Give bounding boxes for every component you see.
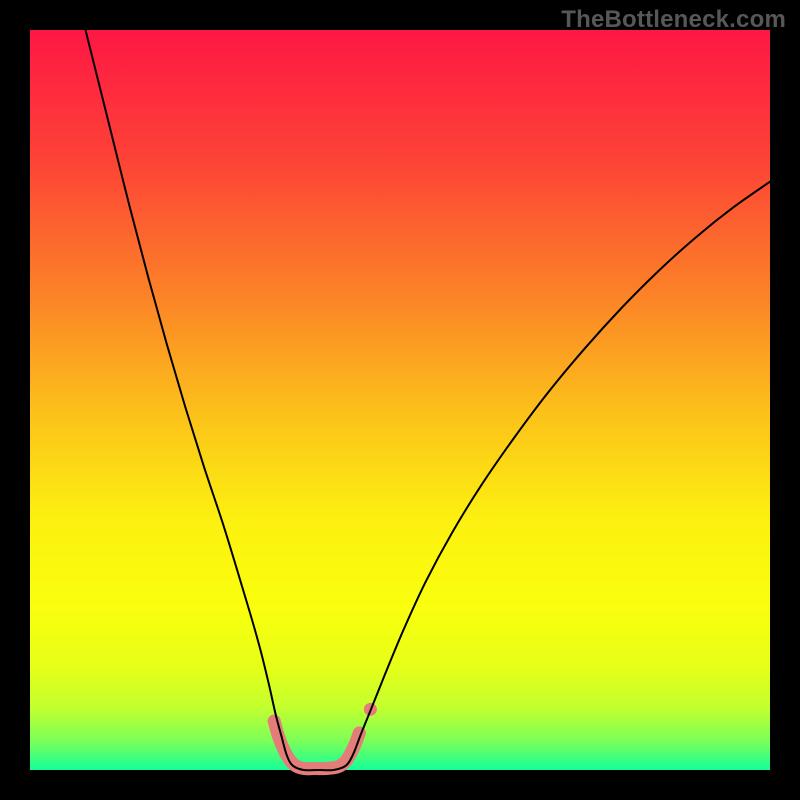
plot-area: [30, 30, 770, 770]
curve-layer: [30, 30, 770, 770]
chart-root: TheBottleneck.com: [0, 0, 800, 800]
watermark-text: TheBottleneck.com: [561, 6, 786, 34]
valley-highlight: [274, 721, 359, 769]
bottleneck-curve: [86, 30, 771, 770]
